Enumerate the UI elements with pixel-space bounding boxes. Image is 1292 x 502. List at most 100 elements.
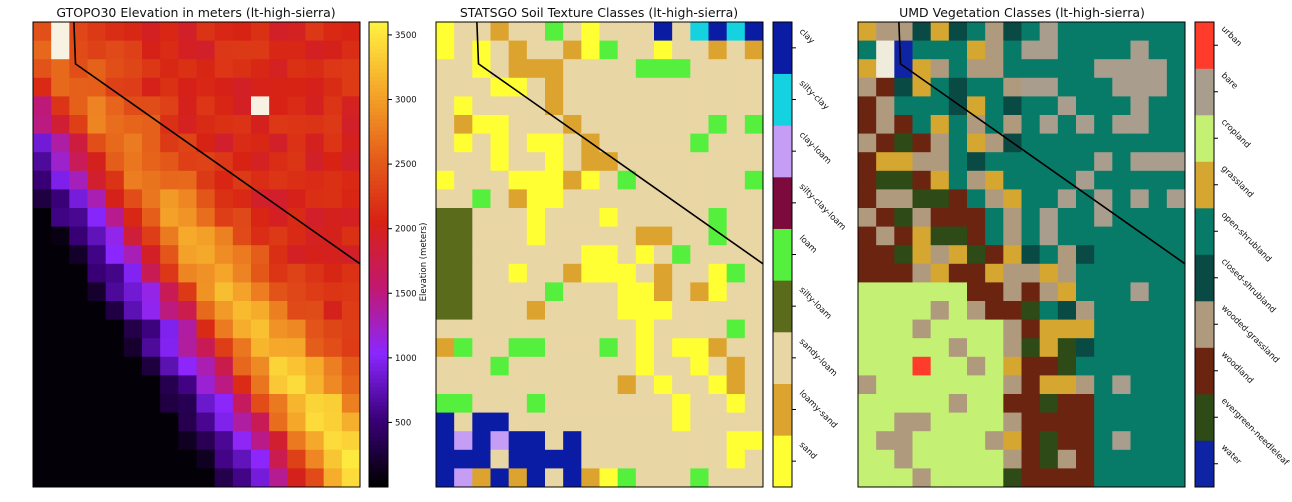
soil-cell — [672, 282, 691, 302]
elevation-cell — [142, 189, 161, 209]
elevation-cell — [87, 226, 107, 246]
soil-cell — [672, 338, 691, 358]
vegetation-cell — [930, 263, 950, 283]
elevation-cell — [33, 115, 52, 134]
soil-cell — [472, 22, 491, 41]
soil-legend-swatch — [773, 125, 792, 178]
soil-cell — [545, 245, 564, 265]
vegetation-cell — [1076, 170, 1095, 190]
soil-legend-swatch — [773, 435, 792, 488]
elevation-cell — [305, 59, 325, 79]
vegetation-cell — [1166, 40, 1186, 60]
colorbar-segment — [369, 335, 388, 341]
elevation-cell — [323, 22, 343, 41]
soil-cell — [672, 431, 691, 451]
elevation-cell — [323, 412, 343, 432]
colorbar-tick-label: 2000 — [395, 225, 417, 235]
vegetation-cell — [967, 375, 986, 395]
vegetation-cell — [985, 375, 1004, 395]
soil-legend-label: silty-clay-loam — [797, 182, 848, 233]
soil-cell — [508, 226, 528, 246]
elevation-cell — [142, 59, 161, 79]
soil-cell — [436, 356, 455, 376]
vegetation-cell — [948, 468, 968, 488]
soil-cell — [545, 356, 564, 376]
soil-cell — [617, 338, 637, 358]
soil-cell — [708, 170, 728, 190]
vegetation-cell — [948, 226, 968, 246]
elevation-cell — [51, 152, 70, 172]
soil-cell — [599, 40, 619, 60]
elevation-cell — [341, 263, 361, 283]
soil-cell — [599, 152, 619, 172]
elevation-cell — [142, 449, 161, 469]
elevation-cell — [105, 96, 125, 116]
vegetation-cell — [1003, 282, 1022, 302]
soil-cell — [526, 319, 546, 339]
soil-cell — [454, 338, 473, 358]
soil-cell — [599, 263, 619, 283]
soil-cell — [654, 282, 673, 302]
elevation-cell — [123, 338, 143, 358]
soil-cell — [436, 40, 455, 60]
elevation-cell — [341, 208, 361, 227]
soil-cell — [635, 319, 655, 339]
soil-cell — [654, 356, 673, 376]
vegetation-cell — [1130, 449, 1150, 469]
elevation-cell — [178, 412, 197, 432]
vegetation-cell — [948, 245, 968, 265]
vegetation-cell — [1148, 319, 1168, 339]
soil-cell — [726, 96, 746, 116]
vegetation-cell — [967, 356, 986, 376]
soil-cell — [726, 22, 746, 41]
soil-cell — [708, 412, 728, 432]
soil-cell — [599, 115, 619, 134]
vegetation-cell — [1039, 77, 1059, 97]
elevation-cell — [123, 40, 143, 60]
soil-cell — [744, 208, 764, 227]
elevation-cell — [105, 412, 125, 432]
colorbar-segment — [369, 351, 388, 356]
vegetation-cell — [858, 208, 877, 227]
elevation-cell — [251, 59, 270, 79]
soil-cell — [545, 412, 564, 432]
soil-cell — [563, 96, 582, 116]
elevation-cell — [323, 40, 343, 60]
elevation-cell — [160, 412, 179, 432]
elevation-cell — [251, 77, 270, 97]
vegetation-cell — [1021, 226, 1041, 246]
soil-cell — [526, 338, 546, 358]
vegetation-cell — [930, 338, 950, 358]
elevation-cell — [305, 96, 325, 116]
vegetation-cell — [912, 245, 932, 265]
colorbar-segment — [369, 467, 388, 473]
elevation-cell — [33, 133, 52, 153]
soil-cell — [690, 375, 709, 395]
vegetation-cell — [858, 301, 877, 320]
elevation-cell — [178, 226, 197, 246]
vegetation-cell — [1166, 449, 1186, 469]
colorbar-segment — [369, 421, 388, 426]
vegetation-cell — [930, 394, 950, 413]
soil-cell — [744, 77, 764, 97]
soil-cell — [454, 356, 473, 376]
vegetation-legend-swatch — [1195, 301, 1214, 348]
colorbar-segment — [369, 192, 388, 197]
soil-legend-swatch — [773, 280, 792, 333]
soil-cell — [654, 208, 673, 227]
soil-cell — [526, 152, 546, 172]
colorbar-tick-label: 2500 — [395, 160, 417, 170]
vegetation-cell — [1166, 133, 1186, 153]
elevation-cell — [69, 356, 88, 376]
vegetation-cell — [876, 170, 895, 190]
soil-cell — [635, 226, 655, 246]
vegetation-cell — [930, 282, 950, 302]
vegetation-cell — [1039, 22, 1059, 41]
soil-cell — [635, 133, 655, 153]
elevation-cell — [214, 96, 234, 116]
vegetation-cell — [1130, 245, 1150, 265]
soil-cell — [454, 170, 473, 190]
elevation-cell — [287, 375, 306, 395]
vegetation-cell — [1039, 226, 1059, 246]
elevation-cell — [305, 263, 325, 283]
